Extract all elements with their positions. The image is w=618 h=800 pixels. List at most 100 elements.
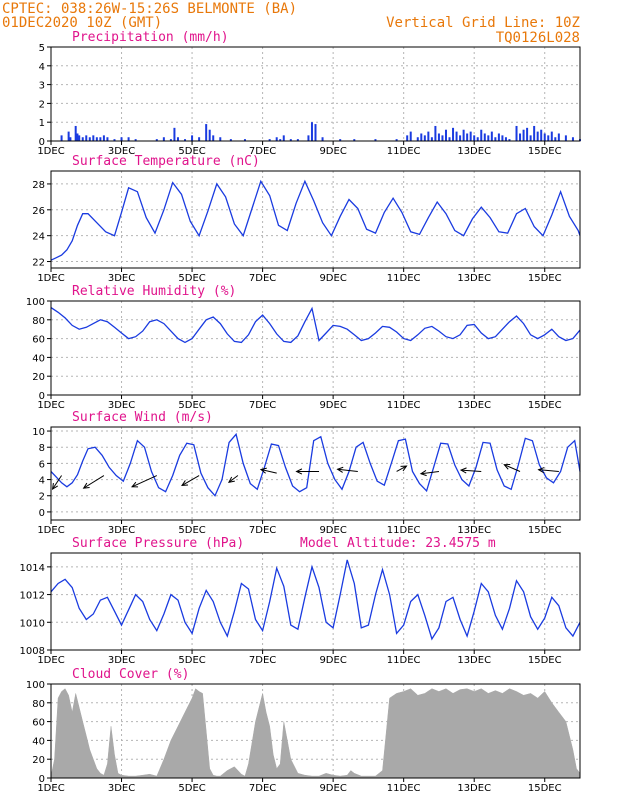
precip-bar (173, 127, 176, 141)
series-line (50, 179, 581, 261)
precip-bar (483, 133, 486, 141)
precip-bar (448, 137, 451, 141)
x-tick-label: 5DEC (178, 525, 205, 536)
y-tick-label: 26 (32, 206, 45, 217)
y-tick-label: 0 (39, 774, 45, 785)
y-tick-label: 60 (32, 718, 45, 729)
y-tick-label: 40 (32, 736, 45, 747)
precip-bar (76, 133, 79, 141)
x-tick-label: 13DEC (457, 146, 491, 157)
precip-bar (395, 139, 398, 141)
precip-bar (533, 125, 536, 141)
model-altitude: Model Altitude: 23.4575 m (300, 536, 496, 551)
x-tick-label: 13DEC (457, 655, 491, 666)
x-tick-label: 5DEC (178, 146, 205, 157)
x-tick-label: 5DEC (178, 273, 205, 284)
wind-vector (52, 475, 62, 490)
precip-bar (296, 139, 299, 141)
wind-vector (337, 468, 358, 472)
precip-bar (314, 124, 317, 141)
x-tick-label: 9DEC (319, 400, 346, 411)
precip-bar (459, 135, 462, 141)
wind-vector-head (503, 463, 511, 470)
precip-bar (127, 137, 130, 141)
panel-title: Relative Humidity (%) (72, 284, 236, 299)
x-tick-label: 1DEC (37, 146, 64, 157)
precip-bar (409, 131, 412, 141)
panel-title: Precipitation (mm/h) (72, 30, 229, 45)
x-tick-label: 7DEC (249, 525, 276, 536)
wind-vector (420, 470, 439, 475)
wind-vector (504, 464, 521, 472)
wind-vector (181, 475, 200, 486)
precip-bar (547, 135, 550, 141)
precip-bar (469, 131, 472, 141)
precip-bar (243, 139, 246, 141)
wind-vector-head (259, 467, 267, 474)
precip-bar (515, 125, 518, 141)
precip-bar (92, 135, 95, 141)
precip-bar (353, 139, 356, 141)
panel-3: 0 2 4 6 8 10 1DEC 3DEC 5DEC 7DEC 9DEC 11DEC 13DEC 15D… (32, 410, 581, 536)
x-tick-label: 1DEC (37, 783, 64, 794)
y-tick-label: 100 (26, 297, 45, 308)
precip-bar (289, 139, 292, 141)
x-tick-label: 5DEC (178, 783, 205, 794)
y-tick-label: 5 (39, 43, 45, 54)
x-tick-label: 1DEC (37, 655, 64, 666)
y-tick-label: 4 (39, 62, 45, 73)
precip-bar (529, 135, 532, 141)
precip-bar (208, 129, 211, 141)
precip-bar (554, 137, 557, 141)
precip-bar (60, 135, 63, 141)
wind-vector-head (51, 483, 59, 490)
precip-bar (423, 135, 426, 141)
panel-frame (50, 170, 581, 269)
precip-bar (437, 133, 440, 141)
cloud-area (50, 688, 581, 779)
precip-bar (543, 133, 546, 141)
precip-bar (519, 133, 522, 141)
precip-bar (198, 137, 201, 141)
x-tick-label: 9DEC (319, 655, 346, 666)
x-tick-label: 15DEC (528, 400, 562, 411)
x-tick-label: 15DEC (528, 655, 562, 666)
y-tick-label: 100 (26, 680, 45, 691)
series-line (50, 432, 581, 497)
precip-bar (176, 137, 179, 141)
x-tick-label: 15DEC (528, 146, 562, 157)
wind-vector-head (295, 468, 303, 475)
precip-bar (134, 139, 137, 141)
precip-bar (462, 129, 465, 141)
y-tick-label: 24 (32, 232, 45, 243)
x-tick-label: 11DEC (387, 783, 421, 794)
panel-frame (50, 683, 581, 779)
precip-bar (88, 137, 91, 141)
precip-bar (279, 139, 282, 141)
y-tick-label: 1012 (20, 591, 45, 602)
precip-bar (120, 137, 123, 141)
y-tick-label: 0 (39, 137, 45, 148)
precip-bar (95, 137, 98, 141)
panel-1: 22 24 26 28 1DEC 3DEC 5DEC 7DEC 9DEC 11DEC 13DEC 15… (32, 154, 581, 284)
wind-vector (460, 469, 482, 472)
precip-bar (374, 139, 377, 141)
precip-bar (69, 137, 72, 141)
precip-bar (434, 125, 437, 141)
panel-title: Cloud Cover (%) (72, 667, 189, 682)
x-tick-label: 13DEC (457, 400, 491, 411)
x-tick-label: 7DEC (249, 146, 276, 157)
precip-bar (212, 135, 215, 141)
precip-bar (441, 135, 444, 141)
precip-bar (310, 122, 313, 141)
precip-bar (78, 135, 81, 141)
x-tick-label: 13DEC (457, 783, 491, 794)
x-tick-label: 3DEC (108, 525, 135, 536)
x-tick-label: 11DEC (387, 400, 421, 411)
precip-bar (169, 139, 172, 141)
precip-bar (494, 137, 497, 141)
wind-vector-head (227, 476, 235, 483)
wind-vector-head (181, 480, 189, 486)
y-tick-label: 20 (32, 372, 45, 383)
x-tick-label: 11DEC (387, 146, 421, 157)
